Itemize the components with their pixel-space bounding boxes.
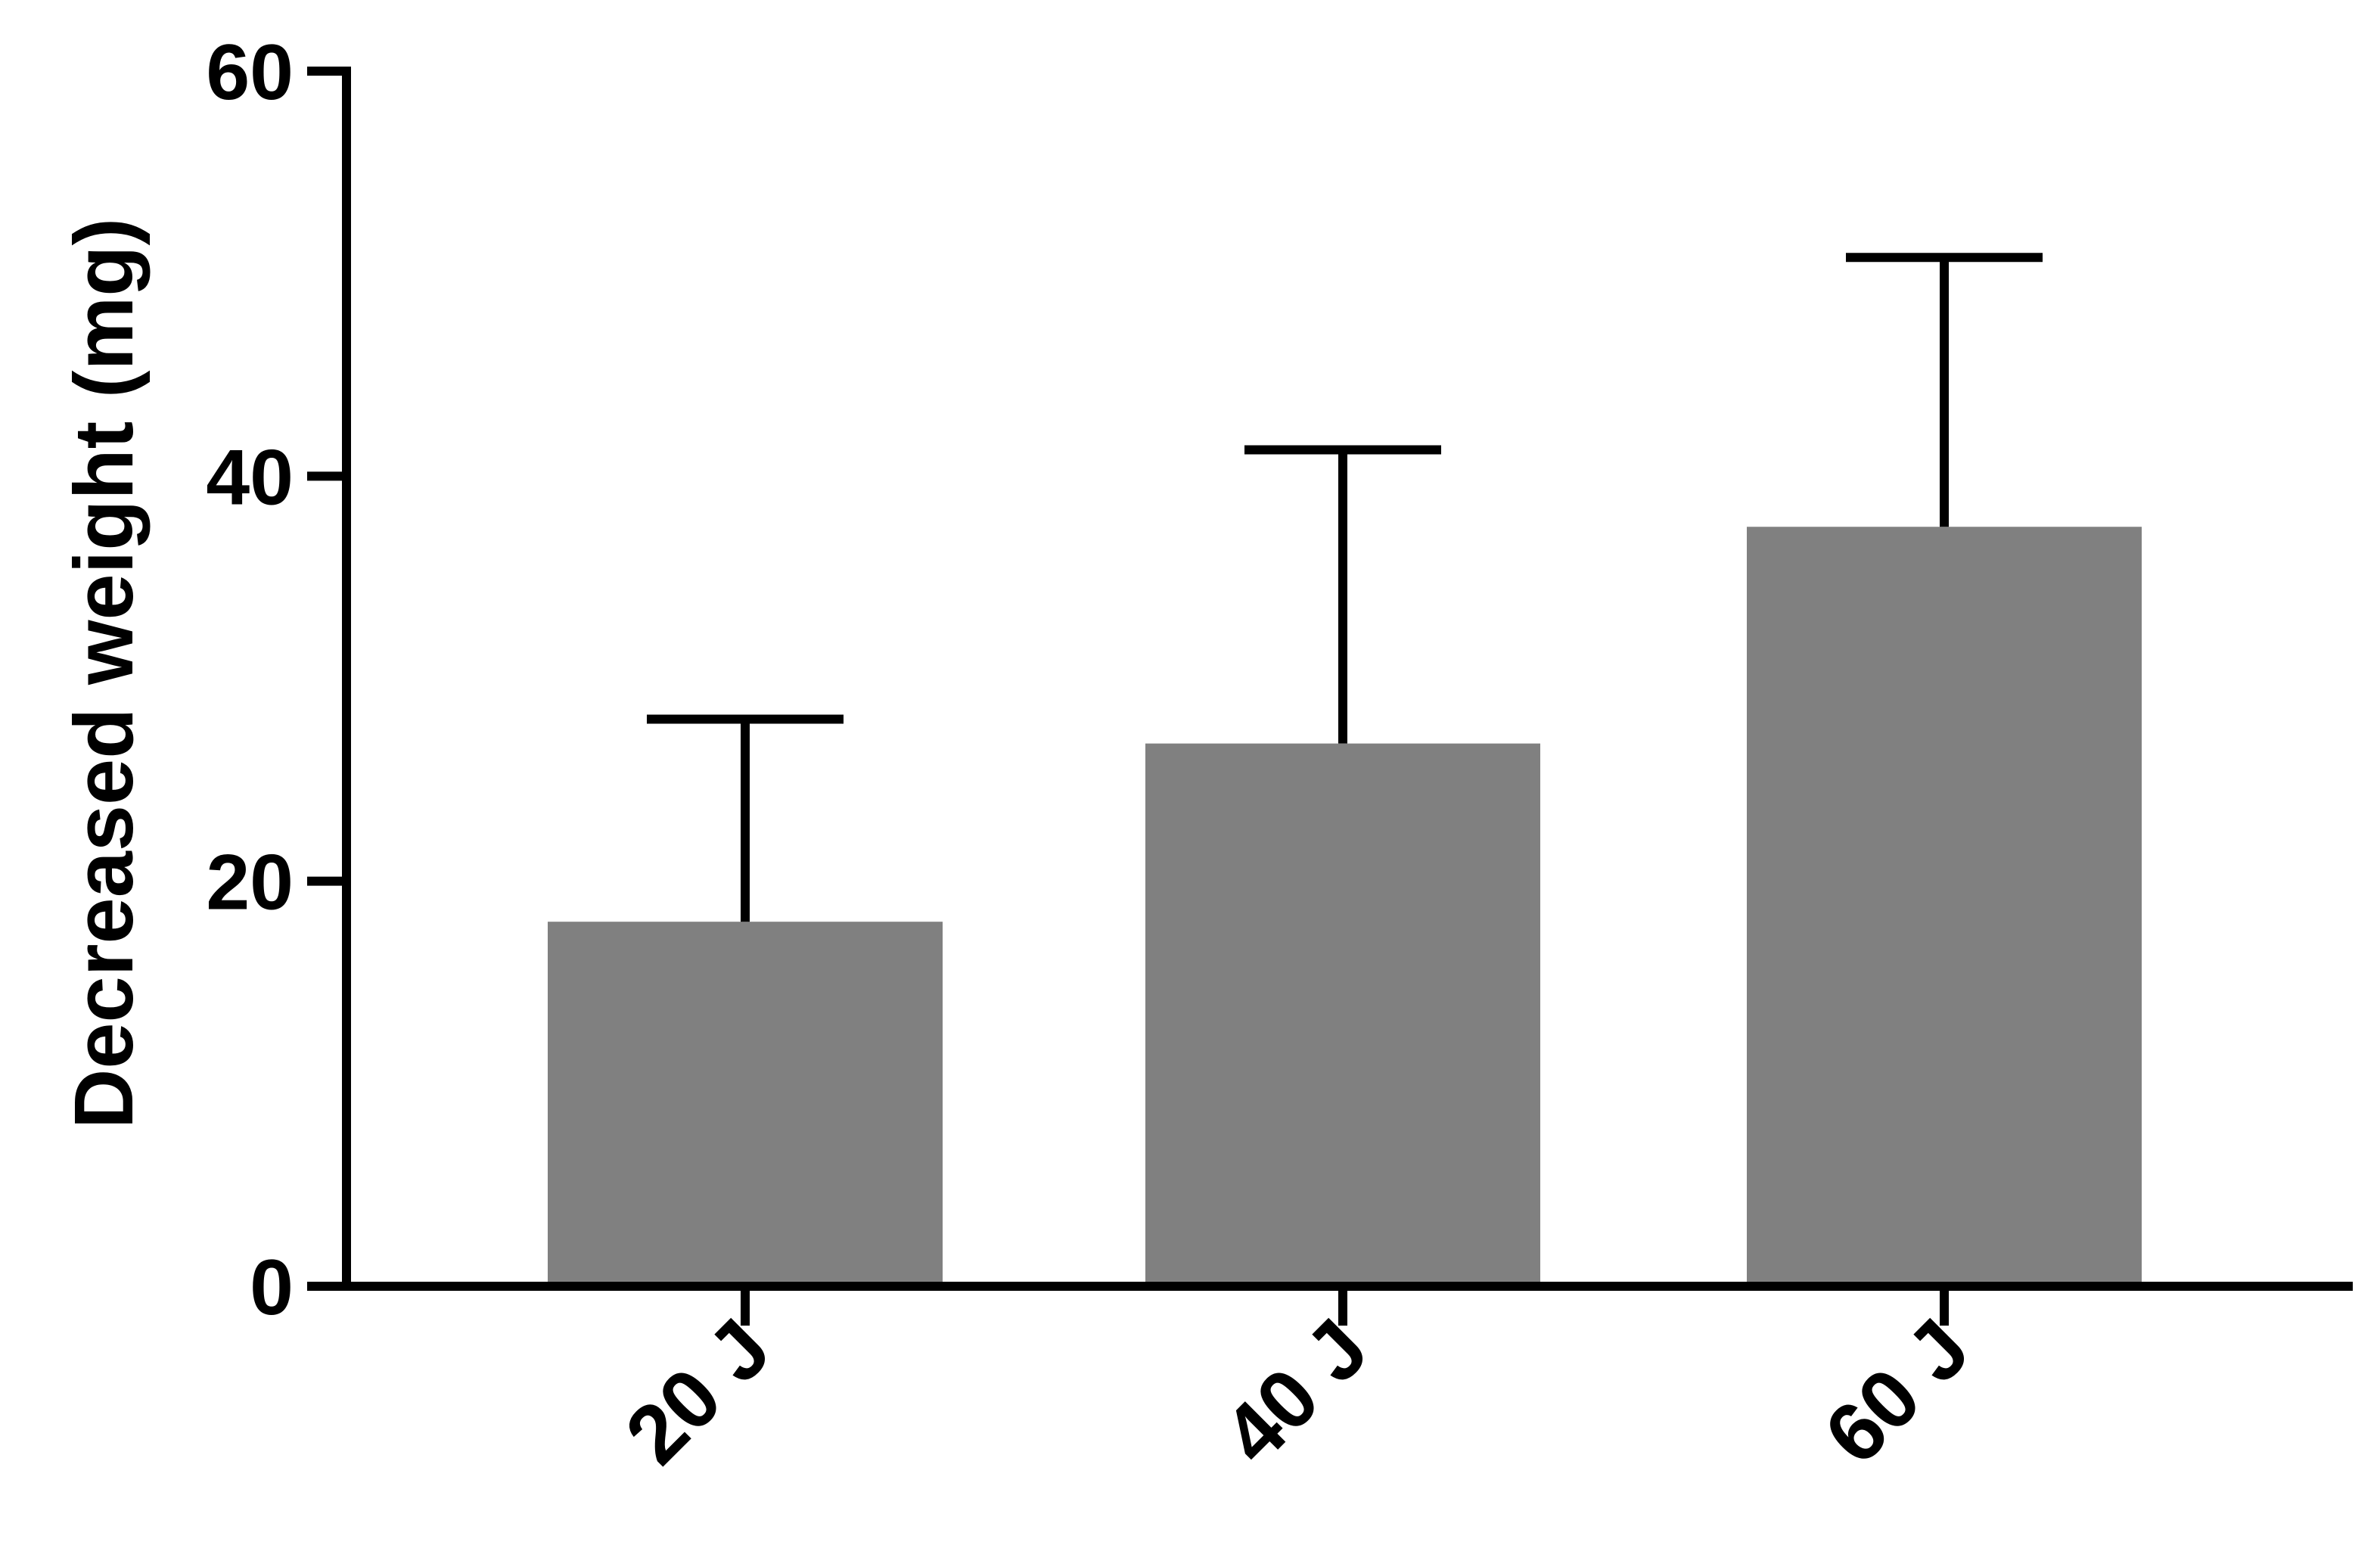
bar bbox=[1747, 527, 2142, 1286]
bar bbox=[548, 922, 943, 1286]
x-tick-label: 60 J bbox=[1807, 1301, 1987, 1481]
y-tick-label: 20 bbox=[206, 839, 294, 927]
y-tick-label: 60 bbox=[206, 29, 294, 117]
y-axis-label: Decreased weight (mg) bbox=[57, 218, 151, 1129]
y-tick-label: 0 bbox=[250, 1244, 294, 1332]
bar bbox=[1145, 743, 1540, 1286]
x-tick-label: 20 J bbox=[608, 1301, 788, 1481]
error-bars-group bbox=[647, 253, 2043, 922]
bars-group bbox=[548, 527, 2142, 1286]
y-ticks-group: 0 20 40 60 bbox=[206, 29, 346, 1332]
axes-group bbox=[307, 67, 2353, 1291]
x-tick-label: 40 J bbox=[1206, 1301, 1386, 1481]
y-tick-label: 40 bbox=[206, 434, 294, 521]
x-ticks-group: 20 J 40 J 60 J bbox=[608, 1286, 1987, 1481]
